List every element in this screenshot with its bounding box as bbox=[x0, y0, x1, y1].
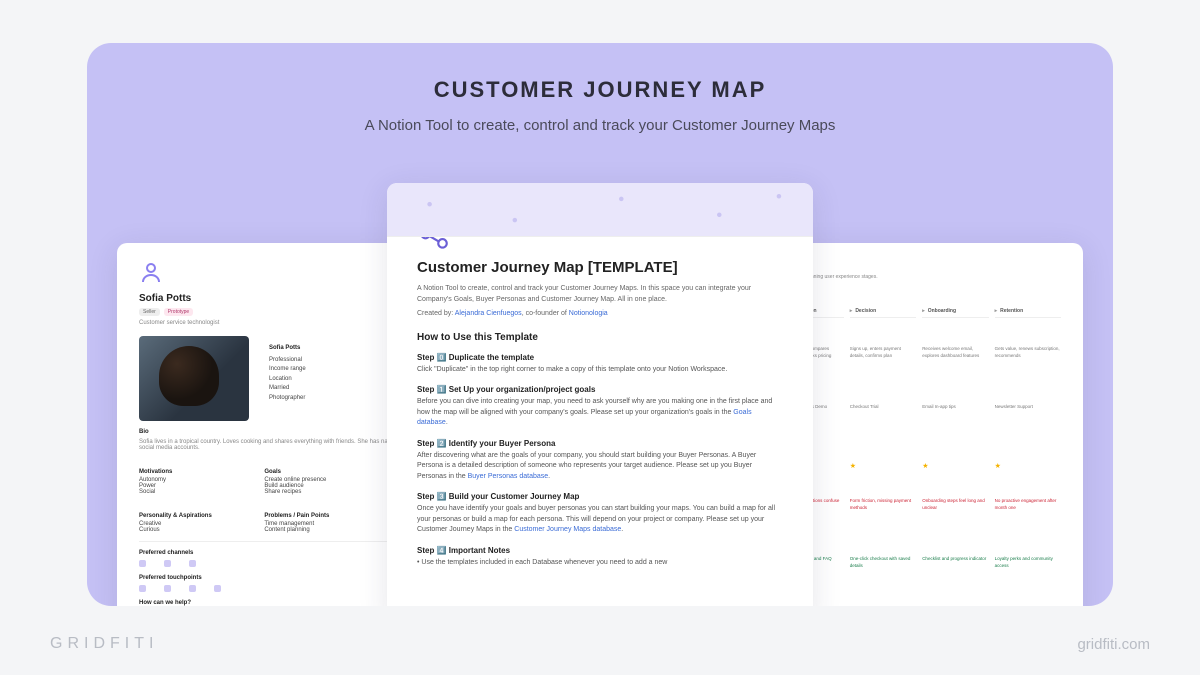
col-heading: Personality & Aspirations bbox=[139, 513, 244, 519]
col-heading: Motivations bbox=[139, 469, 244, 475]
brand-url[interactable]: gridfiti.com bbox=[1077, 636, 1150, 653]
how-to-heading: How to Use this Template bbox=[417, 332, 783, 343]
step-text: Before you can dive into creating your m… bbox=[417, 398, 772, 416]
step-body: • Use the templates included in each Dat… bbox=[417, 558, 783, 569]
doc-byline: Created by: Alejandra Cienfuegos, co-fou… bbox=[417, 309, 783, 320]
col-heading: Goals bbox=[264, 469, 369, 475]
grid-cell: Form friction, missing payment methods bbox=[850, 498, 916, 528]
step-heading: Step 2️⃣ Identify your Buyer Persona bbox=[417, 439, 783, 448]
db-link[interactable]: Buyer Personas database bbox=[468, 473, 549, 480]
column-header: Retention bbox=[995, 308, 1061, 318]
list-item: Curious bbox=[139, 527, 244, 533]
doc-title: Customer Journey Map [TEMPLATE] bbox=[417, 259, 783, 276]
org-link[interactable]: Notionologia bbox=[569, 310, 608, 317]
list-item: Content planning bbox=[264, 527, 369, 533]
preview-cards: Sofia Potts Seller Prototype Customer se… bbox=[87, 183, 1113, 606]
grid-cell: Onboarding steps feel long and unclear bbox=[922, 498, 988, 528]
tag: Prototype bbox=[164, 308, 193, 316]
grid-cell: Checklist and progress indicator bbox=[922, 556, 988, 586]
column-header: Onboarding bbox=[922, 308, 988, 318]
grid-cell: Email In-app tips bbox=[922, 404, 988, 434]
persona-photo bbox=[139, 336, 249, 421]
step-body: Once you have identify your goals and bu… bbox=[417, 504, 783, 536]
channel-icon bbox=[164, 560, 171, 567]
byline-prefix: Created by: bbox=[417, 310, 455, 317]
touchpoint-icon bbox=[189, 585, 196, 592]
grid-cell: Newsletter Support bbox=[995, 404, 1061, 434]
step-heading: Step 0️⃣ Duplicate the template bbox=[417, 353, 783, 362]
doc-intro: A Notion Tool to create, control and tra… bbox=[417, 284, 783, 305]
grid-cell: Gets value, renews subscription, recomme… bbox=[995, 346, 1061, 376]
person-icon bbox=[139, 261, 163, 285]
col-heading: Problems / Pain Points bbox=[264, 513, 369, 519]
star-icon: ★ bbox=[850, 462, 916, 470]
channel-icon bbox=[139, 560, 146, 567]
byline-mid: , co-founder of bbox=[522, 310, 569, 317]
list-item: Share recipes bbox=[264, 489, 369, 495]
grid-cell: One-click checkout with saved details bbox=[850, 556, 916, 586]
column-header: Decision bbox=[850, 308, 916, 318]
tag: Seller bbox=[139, 308, 160, 316]
star-icon: ★ bbox=[995, 462, 1061, 470]
hero-title: CUSTOMER JOURNEY MAP bbox=[87, 77, 1113, 103]
grid-cell: Loyalty perks and community access bbox=[995, 556, 1061, 586]
template-doc-card: Customer Journey Map [TEMPLATE] A Notion… bbox=[387, 183, 813, 606]
step-body: After discovering what are the goals of … bbox=[417, 451, 783, 483]
star-icon: ★ bbox=[922, 462, 988, 470]
grid-cell: Checkout Trial bbox=[850, 404, 916, 434]
step-body: Before you can dive into creating your m… bbox=[417, 397, 783, 429]
step-heading: Step 1️⃣ Set Up your organization/projec… bbox=[417, 385, 783, 394]
list-item: Social bbox=[139, 489, 244, 495]
touchpoint-icon bbox=[139, 585, 146, 592]
channel-icon bbox=[189, 560, 196, 567]
hero-subtitle: A Notion Tool to create, control and tra… bbox=[87, 117, 1113, 134]
step-body: Click "Duplicate" in the top right corne… bbox=[417, 365, 783, 376]
grid-cell: No proactive engagement after month one bbox=[995, 498, 1061, 528]
touchpoint-icon bbox=[214, 585, 221, 592]
grid-cell: Receives welcome email, explores dashboa… bbox=[922, 346, 988, 376]
db-link[interactable]: Customer Journey Maps database bbox=[514, 526, 621, 533]
author-link[interactable]: Alejandra Cienfuegos bbox=[455, 310, 522, 317]
doc-cover bbox=[387, 183, 813, 237]
hero-card: CUSTOMER JOURNEY MAP A Notion Tool to cr… bbox=[87, 43, 1113, 606]
step-heading: Step 4️⃣ Important Notes bbox=[417, 546, 783, 555]
grid-cell: Signs up, enters payment details, confir… bbox=[850, 346, 916, 376]
touchpoint-icon bbox=[164, 585, 171, 592]
step-heading: Step 3️⃣ Build your Customer Journey Map bbox=[417, 492, 783, 501]
brand-logo: GRIDFITI bbox=[50, 635, 158, 653]
